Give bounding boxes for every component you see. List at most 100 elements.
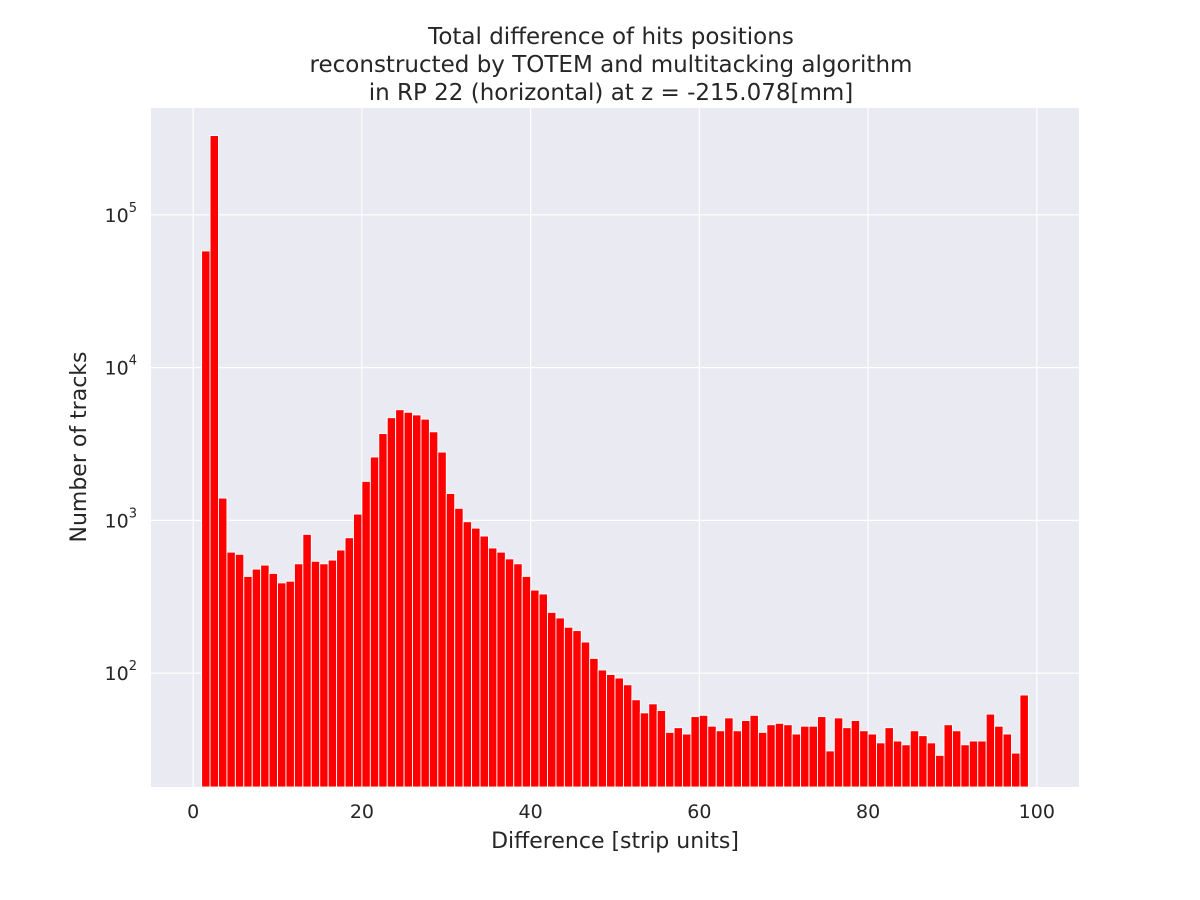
histogram-bar xyxy=(302,533,312,788)
x-tick-label: 100 xyxy=(1019,801,1055,823)
histogram-bar xyxy=(504,558,515,788)
histogram-bar xyxy=(614,677,624,788)
histogram-bar xyxy=(285,580,295,788)
histogram-bar xyxy=(926,742,937,788)
histogram-bar xyxy=(682,733,692,788)
histogram-bar xyxy=(1019,694,1029,788)
histogram-bar xyxy=(876,742,886,788)
histogram-bar xyxy=(268,572,278,788)
y-tick-label: 104 xyxy=(105,354,137,380)
histogram-bar xyxy=(698,714,709,788)
histogram-bar xyxy=(251,568,262,788)
histogram-bar xyxy=(749,714,759,788)
bars xyxy=(201,135,1029,788)
histogram-bar xyxy=(243,575,253,788)
histogram-bar xyxy=(310,560,321,788)
histogram-bar xyxy=(639,712,650,788)
histogram-bar xyxy=(344,537,354,788)
histogram-bar xyxy=(791,733,802,788)
histogram-bar xyxy=(648,703,658,788)
histogram-bar xyxy=(606,674,616,788)
chart-title-line-3: in RP 22 (horizontal) at z = -215.078[mm… xyxy=(369,80,854,106)
histogram-bar xyxy=(943,724,953,788)
x-tick-labels: 0 20 40 60 80 100 xyxy=(187,801,1055,823)
histogram-bar xyxy=(555,617,565,788)
histogram-bar xyxy=(572,630,582,788)
histogram-bar xyxy=(1011,752,1021,788)
x-tick-label: 60 xyxy=(687,801,711,823)
histogram-bar xyxy=(977,740,987,788)
histogram-bar xyxy=(741,720,751,788)
histogram-bar xyxy=(445,493,456,788)
histogram-bar xyxy=(319,563,329,788)
y-axis-label: Number of tracks xyxy=(67,351,92,542)
histogram-bar xyxy=(361,480,371,788)
histogram-bar xyxy=(766,724,776,788)
histogram-bar xyxy=(892,740,903,788)
histogram-bar xyxy=(513,563,523,788)
histogram-bar xyxy=(952,730,962,788)
histogram-bar xyxy=(935,754,945,788)
histogram-bar xyxy=(732,730,742,788)
histogram-bar xyxy=(622,684,633,788)
x-tick-label: 80 xyxy=(856,801,880,823)
histogram-bar xyxy=(437,451,447,788)
x-tick-label: 40 xyxy=(519,801,543,823)
histogram-bar xyxy=(994,725,1004,788)
histogram-bar xyxy=(386,417,397,788)
histogram-bar xyxy=(234,553,245,788)
histogram-bar xyxy=(1002,733,1012,788)
histogram-bar xyxy=(918,735,928,788)
histogram-bar xyxy=(901,744,911,788)
histogram-bar xyxy=(336,549,346,788)
histogram-bar xyxy=(715,730,726,788)
grid-lines xyxy=(151,108,1079,787)
histogram-bar xyxy=(479,535,489,788)
histogram-bar xyxy=(817,716,827,788)
histogram-bar xyxy=(471,527,481,788)
histogram-bar xyxy=(496,551,506,788)
histogram-bar xyxy=(580,641,591,788)
histogram-bar xyxy=(218,497,228,788)
histogram-bar xyxy=(462,521,473,788)
histogram-bar xyxy=(589,657,599,788)
histogram-bar xyxy=(884,727,894,788)
histogram-bar xyxy=(488,547,498,788)
histogram-bar xyxy=(673,727,683,788)
histogram-bar xyxy=(327,559,338,788)
histogram-bar xyxy=(757,731,768,788)
histogram-bar xyxy=(808,725,818,788)
histogram-bar xyxy=(707,725,717,788)
histogram-bar xyxy=(909,730,920,788)
histogram-bar xyxy=(656,710,667,788)
histogram-bar xyxy=(201,250,211,788)
y-tick-label: 105 xyxy=(105,201,137,227)
histogram-bar xyxy=(859,730,869,788)
histogram-bar xyxy=(226,551,236,788)
histogram-bar xyxy=(800,725,810,788)
histogram-bar xyxy=(783,724,793,788)
histogram-bar xyxy=(538,593,548,788)
histogram-bar xyxy=(842,727,852,788)
histogram-bar xyxy=(833,717,844,788)
histogram-bar xyxy=(403,411,413,788)
histogram-bar xyxy=(353,513,363,788)
histogram-bar xyxy=(690,716,700,788)
y-tick-label: 102 xyxy=(105,659,137,685)
histogram-bar xyxy=(960,744,970,788)
histogram-bar xyxy=(530,589,540,788)
y-tick-labels: 102 103 104 105 xyxy=(105,201,137,685)
histogram-bar xyxy=(547,611,557,788)
histogram-bar xyxy=(867,733,877,788)
histogram-bar xyxy=(597,669,608,788)
y-tick-label: 103 xyxy=(105,506,137,532)
histogram-bar xyxy=(724,717,734,788)
histogram-bar xyxy=(293,563,304,788)
histogram-bar xyxy=(563,626,574,788)
histogram-bar xyxy=(209,135,219,788)
histogram-bar xyxy=(521,575,532,788)
histogram-bar xyxy=(428,431,439,788)
histogram-bar xyxy=(985,713,996,788)
histogram-bar xyxy=(277,582,287,788)
